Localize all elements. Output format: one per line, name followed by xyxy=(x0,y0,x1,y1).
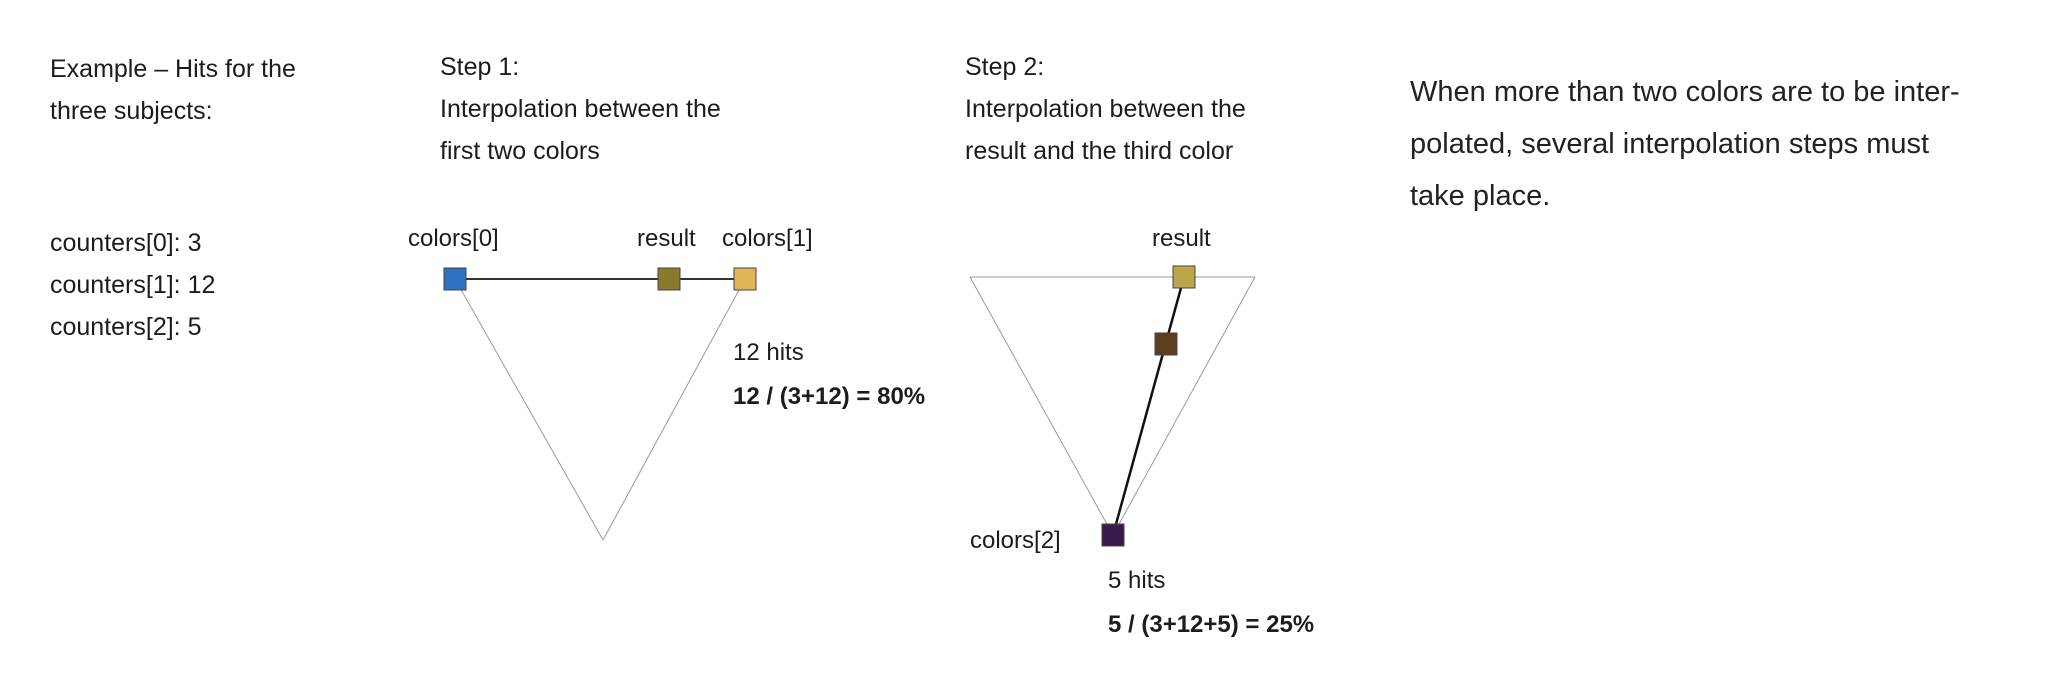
step1-line-2: first two colors xyxy=(440,137,600,165)
step1-formula: 12 / (3+12) = 80% xyxy=(733,383,926,410)
step2-result-swatch xyxy=(1154,332,1178,356)
step1-triangle xyxy=(443,267,757,541)
step2-result-label: result xyxy=(1152,225,1211,252)
description-line-2: polated, several interpolation steps mus… xyxy=(1410,128,1930,160)
step2-line-1: Interpolation between the xyxy=(965,95,1246,123)
step2-line-2: result and the third color xyxy=(965,137,1234,165)
step1-hits: 12 hits xyxy=(733,339,804,366)
step1-line-1: Interpolation between the xyxy=(440,95,721,123)
counters-list: counters[0]: 3 counters[1]: 12 counters[… xyxy=(50,222,215,348)
step2-edge-left xyxy=(969,276,1114,536)
step1-heading: Step 1: xyxy=(440,53,520,81)
description-line-1: When more than two colors are to be inte… xyxy=(1410,76,1960,108)
counter-1: counters[1]: 12 xyxy=(50,271,216,299)
counter-2: counters[2]: 5 xyxy=(50,313,202,341)
step1-result-label: result xyxy=(637,225,696,252)
counter-0: counters[0]: 3 xyxy=(50,229,202,257)
color1-swatch xyxy=(733,267,757,291)
intro-line-1: Example – Hits for the xyxy=(50,55,296,83)
step2-result-input-swatch xyxy=(1172,265,1196,289)
step2-edge-right xyxy=(1112,276,1256,536)
intro-text: Example – Hits for the three subjects: xyxy=(50,48,296,132)
color0-label: colors[0] xyxy=(408,225,499,252)
color2-swatch xyxy=(1101,523,1125,547)
color0-swatch xyxy=(443,267,467,291)
step1-header: Step 1: Interpolation between the first … xyxy=(440,46,721,172)
intro-line-2: three subjects: xyxy=(50,97,213,125)
step1-edge-right xyxy=(602,278,746,541)
step2-hits: 5 hits xyxy=(1108,567,1166,594)
step2-interpolation-line xyxy=(1111,276,1186,536)
step2-triangle xyxy=(969,265,1256,547)
step2-header: Step 2: Interpolation between the result… xyxy=(965,46,1246,172)
step1-result-swatch xyxy=(657,267,681,291)
color2-label: colors[2] xyxy=(970,527,1061,554)
step1-edge-left xyxy=(454,278,604,541)
description-text: When more than two colors are to be inte… xyxy=(1410,66,2040,222)
description-line-3: take place. xyxy=(1410,180,1551,212)
color1-label: colors[1] xyxy=(722,225,813,252)
step2-heading: Step 2: xyxy=(965,53,1045,81)
step2-formula: 5 / (3+12+5) = 25% xyxy=(1108,611,1315,638)
